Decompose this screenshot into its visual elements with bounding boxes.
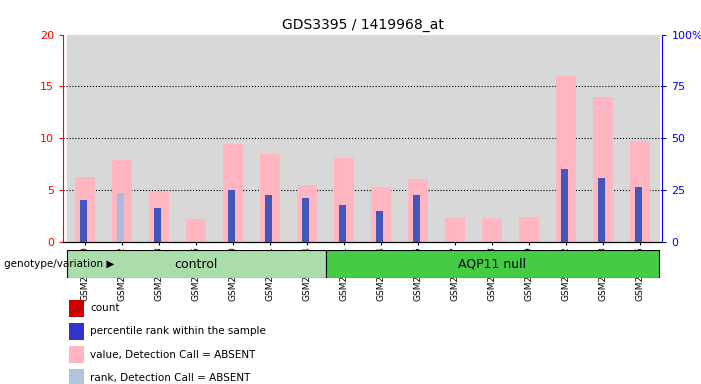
- Text: AQP11 null: AQP11 null: [458, 258, 526, 270]
- Bar: [69, 300, 83, 317]
- Bar: [519, 217, 540, 242]
- Bar: [408, 179, 428, 242]
- Bar: [326, 35, 363, 242]
- Bar: [371, 187, 391, 242]
- Bar: [75, 177, 95, 242]
- Bar: [556, 76, 576, 242]
- Bar: [593, 97, 613, 242]
- Bar: [112, 160, 132, 242]
- Bar: [511, 35, 547, 242]
- Bar: [260, 154, 280, 242]
- Bar: [630, 141, 651, 242]
- Bar: [104, 35, 141, 242]
- Bar: [585, 35, 622, 242]
- Bar: [69, 346, 83, 363]
- Bar: [223, 144, 243, 242]
- Bar: [547, 35, 585, 242]
- Bar: [215, 35, 252, 242]
- Bar: [141, 35, 178, 242]
- Bar: [413, 195, 420, 242]
- Text: count: count: [90, 303, 119, 313]
- Bar: [376, 211, 383, 242]
- Bar: [80, 200, 87, 242]
- Bar: [186, 219, 207, 242]
- Bar: [445, 218, 465, 242]
- Bar: [69, 369, 83, 384]
- Bar: [302, 199, 308, 242]
- Bar: [297, 185, 318, 242]
- Bar: [69, 323, 83, 340]
- Bar: [437, 35, 474, 242]
- Bar: [622, 35, 659, 242]
- FancyBboxPatch shape: [67, 250, 326, 278]
- Text: value, Detection Call = ABSENT: value, Detection Call = ABSENT: [90, 349, 255, 359]
- Bar: [252, 35, 289, 242]
- Bar: [334, 158, 355, 242]
- Bar: [289, 35, 326, 242]
- Bar: [265, 195, 272, 242]
- Bar: [561, 169, 568, 242]
- Bar: [474, 35, 511, 242]
- Bar: [400, 35, 437, 242]
- Text: rank, Detection Call = ABSENT: rank, Detection Call = ABSENT: [90, 372, 250, 382]
- Bar: [117, 193, 124, 242]
- Bar: [635, 187, 641, 242]
- Bar: [363, 35, 400, 242]
- Bar: [178, 35, 215, 242]
- Text: percentile rank within the sample: percentile rank within the sample: [90, 326, 266, 336]
- Text: genotype/variation ▶: genotype/variation ▶: [4, 259, 114, 269]
- Text: control: control: [175, 258, 218, 270]
- FancyBboxPatch shape: [326, 250, 659, 278]
- Bar: [598, 178, 605, 242]
- Title: GDS3395 / 1419968_at: GDS3395 / 1419968_at: [282, 18, 444, 32]
- Bar: [149, 191, 170, 242]
- Bar: [339, 205, 346, 242]
- Bar: [228, 190, 235, 242]
- Bar: [482, 218, 503, 242]
- Bar: [67, 35, 104, 242]
- Bar: [154, 208, 161, 242]
